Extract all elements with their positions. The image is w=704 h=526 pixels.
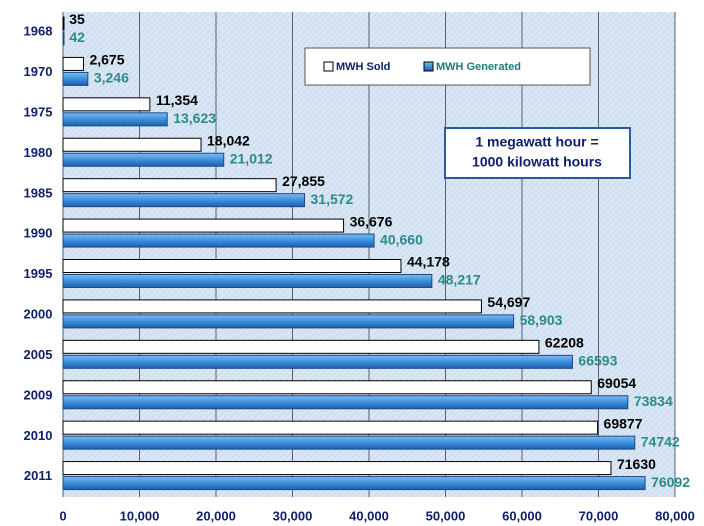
x-tick-label: 10,000 <box>120 508 160 523</box>
y-tick-label: 1995 <box>24 266 53 281</box>
value-label: 74742 <box>641 433 680 449</box>
y-tick-label: 1970 <box>24 64 53 79</box>
bar <box>62 435 636 450</box>
y-tick-label: 1980 <box>24 145 53 160</box>
y-tick-label: 1968 <box>24 24 53 39</box>
value-label: 18,042 <box>207 132 250 148</box>
value-label: 21,012 <box>230 150 273 166</box>
legend-label: MWH Generated <box>436 61 521 73</box>
x-tick-label: 40,000 <box>349 508 389 523</box>
legend-box <box>304 47 591 86</box>
value-label: 2,675 <box>89 52 124 68</box>
value-label: 13,623 <box>173 110 216 126</box>
y-tick-label: 1990 <box>24 226 53 241</box>
value-label: 36,676 <box>350 213 393 229</box>
bar <box>62 137 202 152</box>
x-tick-label: 80,000 <box>655 508 695 523</box>
value-label: 40,660 <box>380 231 423 247</box>
y-tick-label: 2009 <box>24 387 53 402</box>
legend-swatch <box>423 61 434 72</box>
bar <box>62 152 225 167</box>
value-label: 42 <box>69 29 85 45</box>
x-tick-label: 50,000 <box>426 508 466 523</box>
y-tick-label: 2005 <box>24 347 53 362</box>
x-tick-label: 60,000 <box>502 508 542 523</box>
legend-label: MWH Sold <box>336 61 390 73</box>
bar <box>62 380 592 395</box>
bar <box>62 476 646 491</box>
bar <box>62 218 345 233</box>
y-tick-label: 2011 <box>24 468 52 483</box>
value-label: 31,572 <box>311 191 354 207</box>
x-tick-label: 20,000 <box>196 508 236 523</box>
bar <box>62 274 433 288</box>
legend-swatch <box>323 61 334 72</box>
value-label: 62208 <box>545 335 584 351</box>
bar <box>62 112 168 127</box>
bar <box>62 193 306 208</box>
bar <box>62 299 482 314</box>
x-tick-label: 0 <box>59 508 66 523</box>
y-tick-label: 1985 <box>24 185 53 200</box>
value-label: 76092 <box>651 474 690 490</box>
bar <box>62 395 629 410</box>
bar <box>62 461 612 476</box>
bar <box>62 259 402 273</box>
value-label: 54,697 <box>487 294 530 310</box>
y-tick-label: 2000 <box>24 307 53 322</box>
value-label: 44,178 <box>407 254 450 270</box>
x-tick-label: 70,000 <box>579 508 619 523</box>
x-tick-label: 30,000 <box>273 508 313 523</box>
value-label: 11,354 <box>156 92 198 108</box>
bar <box>62 233 375 248</box>
bar <box>62 31 65 46</box>
bar <box>62 178 277 193</box>
value-label: 71630 <box>617 456 656 472</box>
bar <box>62 420 599 435</box>
annotation-box <box>444 127 631 179</box>
y-tick-label: 1975 <box>24 104 53 119</box>
bar <box>62 354 573 369</box>
bar <box>62 97 151 112</box>
value-label: 35 <box>69 11 85 27</box>
y-tick-label: 2010 <box>24 428 53 443</box>
bar <box>62 339 540 354</box>
value-label: 58,903 <box>520 312 563 328</box>
value-label: 66593 <box>578 353 617 369</box>
value-label: 69877 <box>604 415 643 431</box>
value-label: 27,855 <box>282 173 325 189</box>
value-label: 73834 <box>634 393 673 409</box>
value-label: 3,246 <box>94 70 129 86</box>
annotation: 1000 kilowatt hours <box>472 154 602 170</box>
bar <box>62 56 84 71</box>
value-label: 48,217 <box>438 272 481 288</box>
value-label: 69054 <box>597 375 636 391</box>
bar <box>62 314 515 329</box>
bar <box>62 71 89 86</box>
annotation: 1 megawatt hour = <box>475 134 598 150</box>
bar <box>62 16 65 31</box>
